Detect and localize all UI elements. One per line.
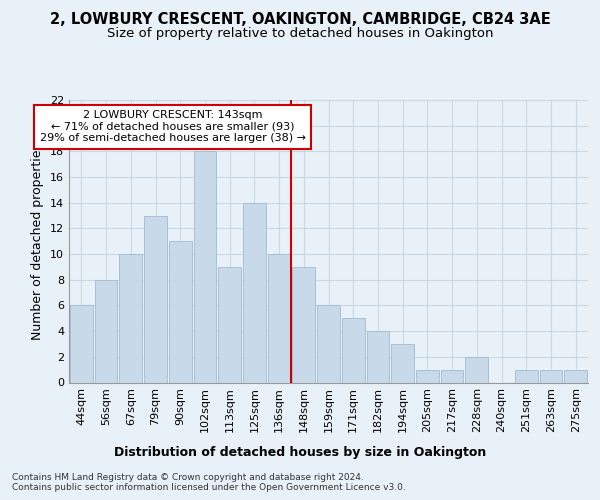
Bar	[416, 370, 439, 382]
Text: 2, LOWBURY CRESCENT, OAKINGTON, CAMBRIDGE, CB24 3AE: 2, LOWBURY CRESCENT, OAKINGTON, CAMBRIDG…	[50, 12, 550, 28]
Bar	[144, 216, 167, 382]
Bar	[292, 267, 315, 382]
Bar	[194, 152, 216, 382]
Bar	[317, 306, 340, 382]
Bar	[515, 370, 538, 382]
Bar	[466, 357, 488, 382]
Text: 2 LOWBURY CRESCENT: 143sqm
← 71% of detached houses are smaller (93)
29% of semi: 2 LOWBURY CRESCENT: 143sqm ← 71% of deta…	[40, 110, 306, 144]
Bar	[70, 306, 93, 382]
Bar	[243, 202, 266, 382]
Text: Size of property relative to detached houses in Oakington: Size of property relative to detached ho…	[107, 26, 493, 40]
Bar	[218, 267, 241, 382]
Text: Distribution of detached houses by size in Oakington: Distribution of detached houses by size …	[114, 446, 486, 459]
Bar	[342, 318, 365, 382]
Bar	[539, 370, 562, 382]
Bar	[391, 344, 414, 383]
Bar	[367, 331, 389, 382]
Bar	[268, 254, 290, 382]
Bar	[441, 370, 463, 382]
Text: Contains HM Land Registry data © Crown copyright and database right 2024.
Contai: Contains HM Land Registry data © Crown c…	[12, 472, 406, 492]
Bar	[95, 280, 118, 382]
Bar	[119, 254, 142, 382]
Bar	[564, 370, 587, 382]
Bar	[169, 242, 191, 382]
Y-axis label: Number of detached properties: Number of detached properties	[31, 143, 44, 340]
